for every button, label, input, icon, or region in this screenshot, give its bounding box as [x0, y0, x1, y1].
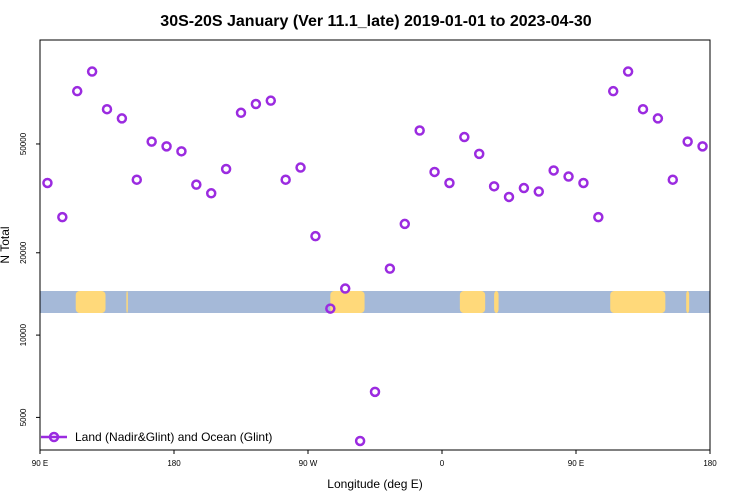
data-point: [637, 103, 649, 115]
legend-label: Land (Nadir&Glint) and Ocean (Glint): [75, 430, 272, 444]
data-point: [622, 66, 634, 77]
data-point: [191, 179, 202, 190]
x-tick-label: 90 W: [299, 459, 318, 468]
data-point: [384, 263, 396, 274]
y-tick-label: 5000: [19, 408, 28, 426]
data-point: [429, 166, 440, 178]
data-point: [42, 177, 53, 189]
data-point: [697, 141, 708, 152]
x-tick-label: 90 E: [568, 459, 584, 468]
data-point: [518, 182, 530, 194]
y-tick-label: 10000: [19, 323, 28, 346]
data-point: [146, 136, 157, 147]
data-point: [667, 174, 679, 185]
data-point: [116, 113, 128, 124]
data-point: [205, 188, 217, 199]
data-point: [548, 165, 559, 176]
data-point: [607, 85, 619, 97]
data-point: [444, 177, 455, 189]
x-tick-label: 180: [703, 459, 717, 468]
data-point: [131, 174, 143, 185]
x-tick-label: 90 E: [32, 459, 48, 468]
data-point: [488, 181, 500, 192]
data-point: [250, 98, 262, 110]
data-point: [503, 191, 515, 203]
legend: Land (Nadir&Glint) and Ocean (Glint): [41, 430, 272, 444]
data-point: [369, 386, 381, 398]
data-point: [339, 283, 351, 294]
data-point: [414, 125, 425, 136]
land-mass: [330, 291, 365, 313]
data-point: [57, 211, 68, 223]
data-point: [86, 66, 98, 77]
data-point: [220, 163, 232, 175]
data-point: [280, 174, 291, 185]
land-mass: [75, 291, 106, 313]
data-point: [310, 230, 321, 242]
data-point: [354, 435, 366, 447]
data-point: [325, 303, 336, 314]
legend-marker: [48, 431, 60, 443]
data-point: [563, 171, 574, 182]
ocean-band: [40, 291, 710, 313]
chart-title: 30S-20S January (Ver 11.1_late) 2019-01-…: [160, 13, 591, 30]
data-point: [265, 95, 277, 106]
data-point: [652, 113, 664, 124]
axis-ticks: 90 E 180 90 W 0 90 E 180 5000 10000 20000 50000: [19, 132, 717, 468]
data-point: [235, 107, 247, 119]
land-mass: [459, 291, 486, 313]
land-mass: [610, 291, 666, 313]
land-mass: [686, 291, 690, 313]
data-point: [161, 141, 172, 152]
y-axis-label: N Total: [0, 226, 12, 263]
data-point: [295, 162, 306, 173]
data-point: [71, 85, 83, 97]
data-point: [473, 148, 485, 160]
x-tick-label: 0: [440, 459, 445, 468]
data-point: [176, 146, 187, 157]
data-point: [682, 136, 693, 147]
plot-frame: [39, 39, 711, 451]
data-point: [399, 218, 411, 230]
data-point: [533, 186, 545, 197]
x-axis-label: Longitude (deg E): [327, 477, 422, 491]
data-point: [101, 103, 113, 115]
y-tick-label: 20000: [19, 241, 28, 264]
y-tick-label: 50000: [19, 132, 28, 155]
land-mass: [126, 291, 128, 313]
map-strip: [40, 291, 710, 313]
land-mass: [494, 291, 499, 313]
data-points: [42, 66, 708, 447]
data-point: [593, 211, 604, 223]
x-tick-label: 180: [167, 459, 181, 468]
data-point: [578, 177, 589, 189]
data-point: [459, 131, 470, 143]
